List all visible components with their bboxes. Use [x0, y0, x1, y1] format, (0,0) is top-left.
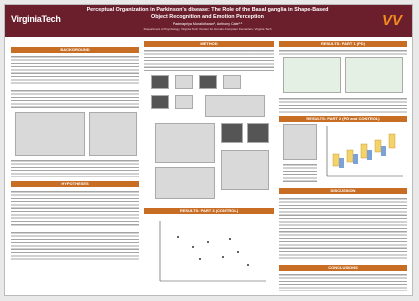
- stimulus: [223, 75, 241, 89]
- poster-title: Perceptual Organization in Parkinson's d…: [80, 7, 335, 20]
- section-header: RESULTS: PART 2 (PD and CONTROL): [279, 116, 407, 122]
- stimulus: [175, 95, 193, 109]
- section-header: METHOD: [144, 41, 274, 47]
- header: VirginiaTech Perceptual Organization in …: [5, 5, 412, 37]
- text-block: [11, 159, 139, 177]
- text-block: [279, 49, 407, 55]
- box-figure: [321, 124, 405, 182]
- figure: [155, 123, 215, 163]
- section-header: DISCUSSION: [279, 188, 407, 194]
- text-block: [279, 97, 407, 113]
- figure: [155, 167, 215, 199]
- poster: VirginiaTech Perceptual Organization in …: [4, 4, 413, 296]
- text-block: [11, 190, 139, 226]
- affiliation: ¹Department of Psychology, Virginia Tech…: [80, 27, 335, 31]
- text-block: [279, 273, 407, 291]
- section-header: HYPOTHESES: [11, 181, 139, 187]
- face-stimulus: [221, 123, 243, 143]
- figure: [205, 95, 265, 117]
- text-block: [11, 55, 139, 85]
- text-block: [11, 231, 139, 261]
- figure: [15, 112, 85, 156]
- figure: [345, 57, 403, 93]
- text-block: [11, 89, 139, 109]
- face-stimulus: [247, 123, 269, 143]
- scatter-figure: [148, 217, 270, 289]
- brain-figure: [221, 150, 269, 190]
- section-header: RESULTS: PART 1 (PD): [279, 41, 407, 47]
- lab-logo: VV: [382, 12, 402, 29]
- text-block: [283, 163, 317, 183]
- logo: VirginiaTech: [11, 14, 61, 24]
- figure: [283, 57, 341, 93]
- stimulus: [199, 75, 217, 89]
- stimulus: [151, 95, 169, 109]
- section-header: CONCLUSIONS: [279, 265, 407, 271]
- section-header: RESULTS: PART 3 (CONTROL): [144, 208, 274, 214]
- stimulus: [151, 75, 169, 89]
- text-block: [279, 197, 407, 261]
- authors: Padmapriya Muralidharan¹, Anthony Cate¹·…: [80, 22, 335, 26]
- figure: [89, 112, 137, 156]
- text-block: [144, 49, 274, 71]
- figure: [283, 124, 317, 160]
- stimulus: [175, 75, 193, 89]
- section-header: BACKGROUND: [11, 47, 139, 53]
